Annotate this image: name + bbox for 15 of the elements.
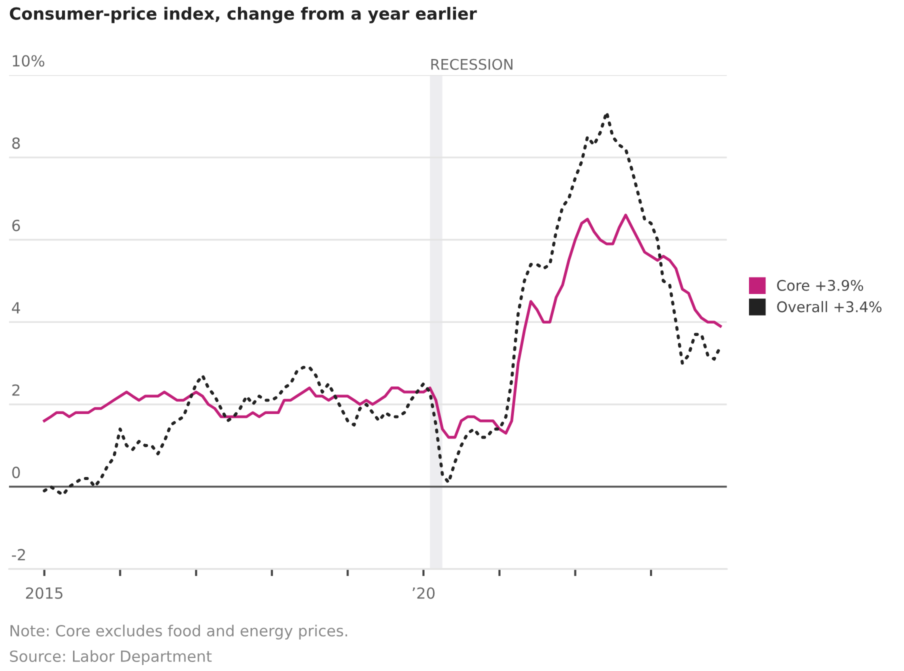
legend-label: Overall +3.4%	[777, 301, 882, 312]
y-tick-label: 2	[12, 384, 20, 396]
legend-label: Core +3.9%	[777, 280, 864, 291]
x-tick-label: 2015	[26, 587, 62, 599]
y-tick-label: 6	[12, 220, 20, 232]
y-tick-label: -2	[12, 548, 25, 560]
y-tick-label: 10%	[12, 55, 44, 67]
x-tick-label: ’20	[412, 587, 435, 599]
source-note: Source: Labor Department	[10, 650, 212, 665]
y-tick-label: 0	[12, 466, 20, 478]
y-tick-label: 8	[12, 137, 20, 149]
y-tick-label: 4	[12, 302, 20, 314]
chart-title: Consumer-price index, change from a year earlier	[10, 6, 477, 24]
text: Note: Core excludes food and energy prices.	[10, 624, 348, 640]
band-label: RECESSION	[431, 58, 512, 70]
